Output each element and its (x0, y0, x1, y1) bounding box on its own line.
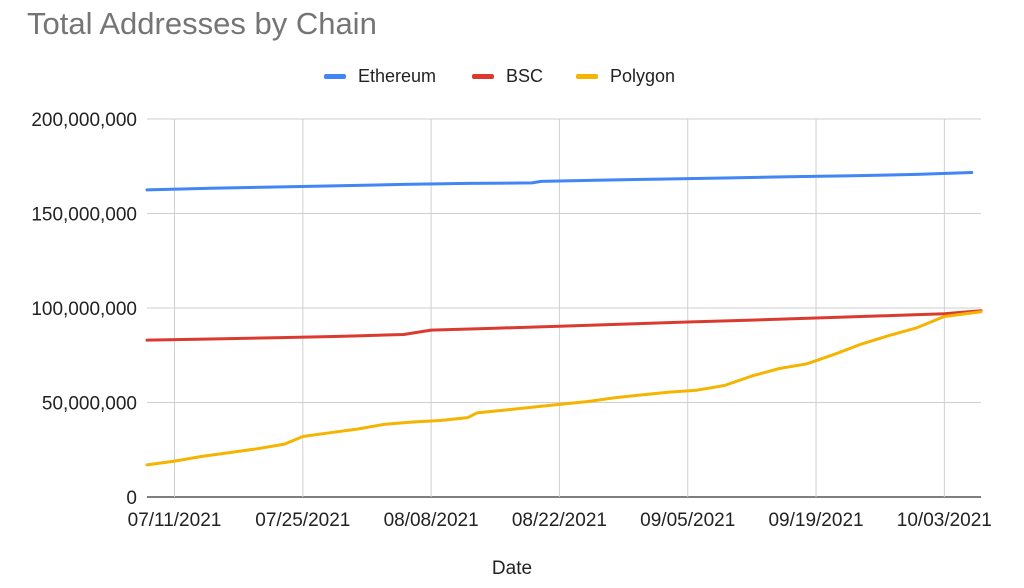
chart-title: Total Addresses by Chain (27, 6, 377, 41)
x-tick-label: 08/22/2021 (512, 510, 607, 531)
x-tick-label: 08/08/2021 (384, 510, 479, 531)
legend-label-polygon: Polygon (610, 65, 676, 86)
y-tick-label: 50,000,000 (42, 394, 137, 415)
legend-swatch-polygon (576, 73, 598, 79)
y-tick-label: 150,000,000 (31, 205, 137, 226)
legend-swatch-bsc (472, 73, 494, 79)
legend-item-bsc[interactable]: BSC (472, 64, 543, 88)
legend-item-ethereum[interactable]: Ethereum (324, 64, 436, 88)
y-tick-label: 0 (126, 488, 137, 509)
x-tick-label: 10/03/2021 (897, 510, 992, 531)
legend-label-bsc: BSC (506, 65, 544, 86)
legend-label-ethereum: Ethereum (358, 65, 437, 86)
x-tick-label: 07/11/2021 (128, 510, 222, 531)
series-line-bsc[interactable] (145, 309, 983, 342)
y-tick-label: 200,000,000 (31, 110, 137, 131)
x-tick-label: 07/25/2021 (255, 510, 350, 531)
x-tick-label: 09/19/2021 (768, 510, 863, 531)
legend-item-polygon[interactable]: Polygon (576, 64, 675, 88)
legend: Ethereum BSC Polygon (0, 64, 1024, 88)
legend-swatch-ethereum (324, 73, 346, 79)
series-line-ethereum[interactable] (145, 171, 974, 192)
series-line-polygon[interactable] (145, 310, 983, 467)
y-tick-label: 100,000,000 (31, 299, 137, 320)
x-tick-label: 09/05/2021 (640, 510, 735, 531)
x-axis-title: Date (491, 558, 533, 579)
